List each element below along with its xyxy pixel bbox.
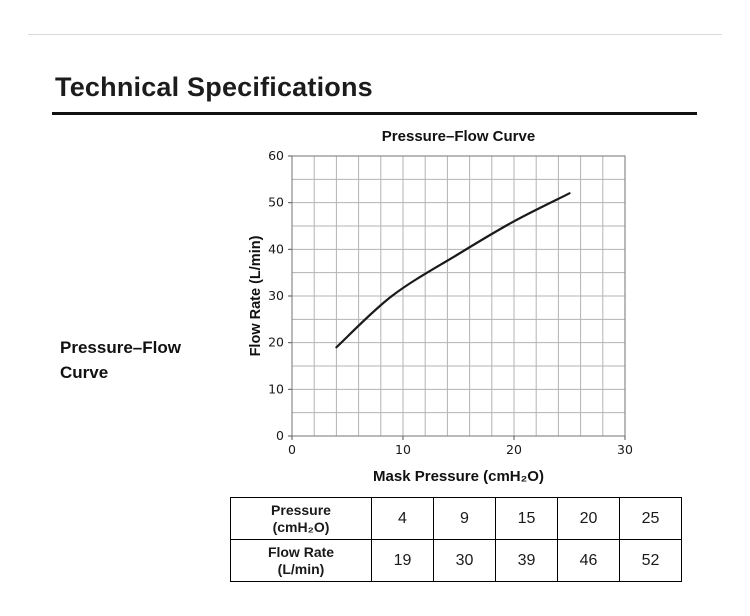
chart-title: Pressure–Flow Curve <box>381 128 536 145</box>
y-tick-label: 40 <box>268 241 284 256</box>
tick-labels: 0 10 20 30 40 50 60 0 10 20 30 <box>268 148 633 457</box>
row-header-flow-rate: Flow Rate (L/min) <box>230 539 372 582</box>
y-tick-label: 10 <box>268 381 284 396</box>
data-table: Pressure (cmH₂O) 4 9 15 20 25 Flow Rate … <box>230 497 682 582</box>
top-divider <box>28 34 722 35</box>
table-cell: 15 <box>495 497 558 540</box>
y-tick-label: 30 <box>268 288 284 303</box>
table-cell: 4 <box>371 497 434 540</box>
row-header-line1: Flow Rate <box>267 543 335 560</box>
x-tick-label: 20 <box>506 442 522 457</box>
row-header-pressure: Pressure (cmH₂O) <box>230 497 372 540</box>
table-cell: 20 <box>557 497 620 540</box>
table-cell: 30 <box>433 539 496 582</box>
table-cell: 9 <box>433 497 496 540</box>
flow-curve <box>335 192 571 349</box>
y-tick-label: 20 <box>268 335 284 350</box>
row-header-line1: Pressure <box>271 501 331 518</box>
table-cell: 19 <box>371 539 434 582</box>
row-header-line2: (cmH₂O) <box>272 518 330 535</box>
table-cell: 39 <box>495 539 558 582</box>
x-tick-label: 30 <box>617 442 633 457</box>
table-cell: 52 <box>619 539 682 582</box>
x-tick-label: 10 <box>395 442 411 457</box>
table-cell: 25 <box>619 497 682 540</box>
table-row: Flow Rate (L/min) 19 30 39 46 52 <box>230 539 682 582</box>
section-side-label-line2: Curve <box>60 362 109 382</box>
x-tick-label: 0 <box>288 442 296 457</box>
grid-lines <box>291 155 626 437</box>
table-row: Pressure (cmH₂O) 4 9 15 20 25 <box>230 497 682 540</box>
section-side-label-line1: Pressure–Flow <box>60 338 181 357</box>
y-tick-label: 50 <box>268 195 284 210</box>
y-tick-label: 60 <box>268 148 284 163</box>
section-side-label: Pressure–Flow Curve <box>60 336 181 385</box>
heading-rule <box>52 112 697 115</box>
chart-canvas: 0 10 20 30 40 50 60 0 10 20 30 <box>268 148 633 457</box>
page-title: Technical Specifications <box>55 72 373 102</box>
x-axis-label: Mask Pressure (cmH₂O) <box>373 468 544 485</box>
table-cell: 46 <box>557 539 620 582</box>
row-header-line2: (L/min) <box>277 560 325 577</box>
y-tick-label: 0 <box>276 428 284 443</box>
